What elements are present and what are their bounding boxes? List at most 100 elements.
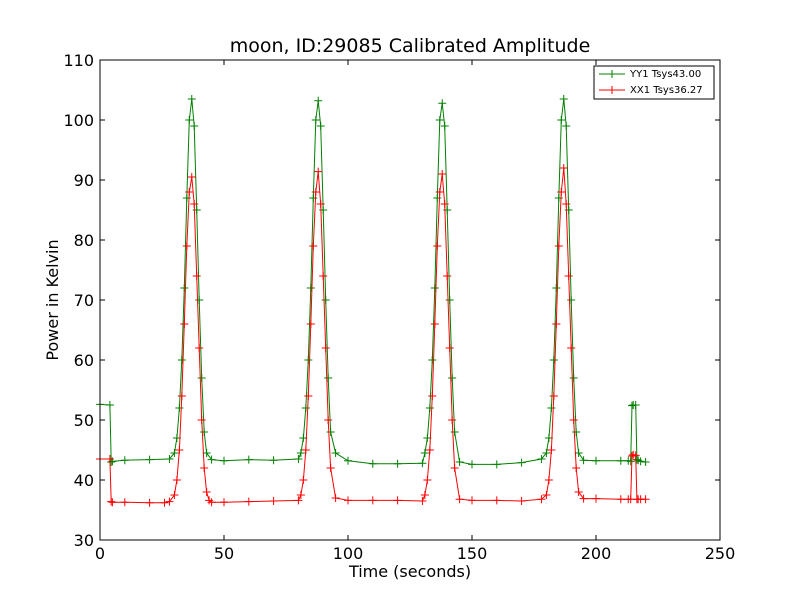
data-point <box>294 496 303 505</box>
data-point <box>420 449 429 457</box>
data-point <box>319 272 328 280</box>
data-point <box>468 460 476 469</box>
data-point <box>207 498 216 507</box>
data-point <box>244 455 253 464</box>
data-point <box>105 401 114 409</box>
data-point <box>202 449 211 457</box>
data-point <box>440 122 449 130</box>
data-point <box>455 495 464 504</box>
data-point <box>180 284 189 292</box>
legend-marker-xx1 <box>608 86 616 94</box>
y-tick-label: 50 <box>74 411 94 430</box>
data-point <box>418 459 427 468</box>
y-tick-label: 60 <box>74 351 94 370</box>
data-point <box>435 188 444 196</box>
data-point <box>344 456 352 465</box>
data-point <box>549 392 558 400</box>
data-point <box>314 96 323 105</box>
data-point <box>425 404 434 412</box>
data-point <box>433 242 442 250</box>
data-point <box>579 494 588 503</box>
x-tick-label: 0 <box>95 544 105 563</box>
data-point <box>517 458 526 467</box>
data-point <box>569 416 578 424</box>
data-point <box>107 497 116 506</box>
y-tick-label: 80 <box>74 231 94 250</box>
data-point <box>165 497 174 506</box>
data-point <box>440 200 449 208</box>
data-point <box>190 122 199 130</box>
data-point <box>557 116 566 124</box>
data-point <box>368 459 377 468</box>
data-point <box>542 491 551 499</box>
data-point <box>306 284 315 292</box>
legend-label-xx1: XX1 Tsys36.27 <box>630 85 703 96</box>
x-tick-label: 150 <box>457 544 488 563</box>
data-point <box>172 476 181 484</box>
data-point <box>185 188 194 196</box>
legend: YY1 Tsys43.00 XX1 Tsys36.27 <box>593 65 715 100</box>
data-point <box>445 296 454 304</box>
data-point <box>443 272 452 280</box>
data-point <box>187 173 196 181</box>
data-point <box>326 464 335 472</box>
data-point <box>220 498 228 507</box>
y-tick-label: 110 <box>63 51 94 70</box>
series-line-1 <box>100 167 646 504</box>
data-point <box>344 496 352 505</box>
data-point <box>105 455 114 463</box>
legend-frame <box>593 65 715 100</box>
data-point <box>562 122 571 130</box>
data-point <box>631 401 640 409</box>
data-point <box>160 498 169 507</box>
y-tick-label: 30 <box>74 531 94 550</box>
data-point <box>269 497 278 505</box>
data-point <box>197 416 206 424</box>
data-point <box>311 188 320 196</box>
data-point <box>314 167 323 176</box>
data-point <box>324 374 333 382</box>
data-point <box>616 456 625 465</box>
data-point <box>269 456 278 465</box>
data-point <box>326 428 335 436</box>
data-point <box>187 95 196 103</box>
data-point <box>321 344 330 352</box>
data-point <box>517 497 526 505</box>
data-point <box>574 449 583 457</box>
x-tick-label: 50 <box>214 544 234 563</box>
chart-title: moon, ID:29085 Calibrated Amplitude <box>230 35 591 57</box>
x-tick-label: 250 <box>705 544 736 563</box>
data-point <box>636 457 645 466</box>
data-point <box>301 446 310 454</box>
data-point <box>368 496 377 505</box>
data-point <box>559 95 568 103</box>
data-point <box>627 452 636 460</box>
data-point <box>331 494 340 502</box>
data-point <box>316 122 325 130</box>
series-1 <box>96 164 650 507</box>
data-point <box>296 491 305 499</box>
data-point <box>306 320 315 328</box>
data-point <box>455 458 464 466</box>
data-point <box>438 170 447 178</box>
data-point <box>428 356 437 364</box>
data-point <box>641 495 650 504</box>
data-point <box>423 476 432 484</box>
data-point <box>195 296 204 304</box>
data-point <box>616 495 625 504</box>
data-point <box>324 416 333 424</box>
data-point <box>445 344 454 352</box>
data-point <box>430 320 439 328</box>
data-point <box>547 446 556 454</box>
series-layer <box>96 95 650 507</box>
data-point <box>304 356 313 364</box>
data-point <box>321 296 330 304</box>
data-point <box>190 200 199 208</box>
data-point <box>572 428 581 436</box>
data-point <box>177 392 186 400</box>
data-point <box>430 284 439 292</box>
data-point <box>631 451 640 460</box>
data-point <box>309 242 318 250</box>
data-point <box>562 200 571 208</box>
